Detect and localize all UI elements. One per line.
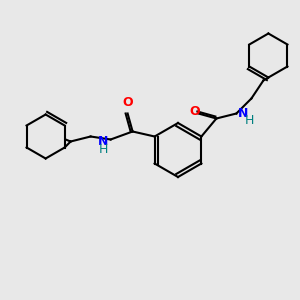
Text: N: N	[98, 135, 109, 148]
Text: H: H	[99, 143, 109, 156]
Text: O: O	[122, 97, 133, 110]
Text: H: H	[244, 114, 254, 127]
Text: O: O	[189, 105, 200, 118]
Text: N: N	[237, 107, 248, 120]
